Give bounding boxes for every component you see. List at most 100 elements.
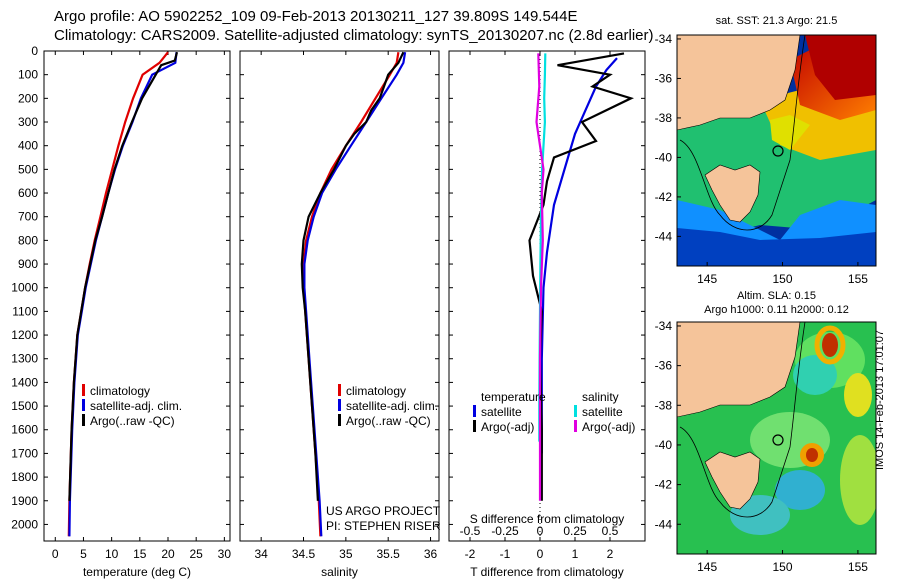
x-tick-label: 20: [161, 547, 175, 561]
difference-profile-frame: [448, 50, 646, 542]
map-y-tick-label: -38: [655, 398, 673, 412]
map-x-tick-label: 150: [773, 272, 793, 286]
legend-title-salinity: salinity: [582, 390, 619, 404]
legend-label: Argo(..raw -QC): [346, 414, 431, 428]
x-tick-label: 15: [133, 547, 147, 561]
s-diff-tick-label: 0.25: [563, 524, 587, 538]
map-title-line2: Argo h1000: 0.11 h2000: 0.12: [704, 304, 849, 316]
x-tick-label: 34.5: [292, 547, 316, 561]
legend-swatch: [82, 384, 85, 396]
legend-title-temperature: temperature: [481, 390, 546, 404]
depth-tick-label: 900: [18, 257, 38, 271]
legend-swatch: [473, 405, 476, 417]
x-tick-label: 1: [572, 547, 579, 561]
difference-profile: -2 -1 0 1 2 T difference from climatology -0.5…: [448, 50, 646, 579]
sst-argo-marker: [772, 145, 784, 157]
map-x-tick-label: 155: [848, 560, 868, 574]
depth-tick-label: 1400: [11, 375, 38, 389]
legend-swatch: [574, 405, 577, 417]
figure-title-line1: Argo profile: AO 5902252_109 09-Feb-2013…: [54, 8, 578, 25]
x-tick-label: -1: [500, 547, 511, 561]
map-title-line1: Altim. SLA: 0.15: [737, 290, 816, 302]
map-title: sat. SST: 21.3 Argo: 21.5: [716, 15, 838, 27]
depth-tick-label: 1800: [11, 470, 38, 484]
series-line-s-argo-adj-: [535, 53, 545, 501]
series-line-argo-raw-qc-: [300, 51, 405, 501]
map-y-tick-label: -38: [655, 111, 673, 125]
series-line-argo-raw-qc-: [68, 51, 179, 501]
depth-tick-label: 1700: [11, 446, 38, 460]
map-y-tick-label: -36: [655, 359, 673, 373]
depth-tick-label: 1100: [12, 304, 38, 318]
map-x-tick-label: 145: [697, 272, 717, 286]
temperature-profile-frame: [43, 50, 231, 542]
legend-label: climatology: [90, 384, 150, 398]
s-diff-tick-label: 0.5: [602, 524, 619, 538]
map-x-tick-label: 155: [848, 272, 868, 286]
depth-tick-label: 400: [18, 139, 38, 153]
depth-tick-label: 1200: [11, 328, 38, 342]
depth-tick-label: 1000: [11, 281, 38, 295]
sst-map: [676, 34, 877, 267]
depth-tick-label: 1600: [11, 423, 38, 437]
map-y-tick-label: -40: [655, 438, 673, 452]
sla-map-axes: 145 150 155 -34 -36 -38 -40 -42 -44 Altim. SLA: 0…: [655, 290, 869, 574]
legend-swatch: [473, 420, 476, 432]
legend-swatch: [338, 384, 341, 396]
salinity-profile: 34 34.5 35 35.5 36 salinity: [239, 50, 440, 579]
map-y-tick-label: -34: [655, 32, 673, 46]
depth-tick-label: 300: [18, 115, 38, 129]
legend-label: satellite: [481, 405, 522, 419]
depth-tick-label: 500: [18, 162, 38, 176]
x-tick-label: 36: [424, 547, 438, 561]
x-tick-label: 10: [105, 547, 119, 561]
legend-label: climatology: [346, 384, 406, 398]
legend-label: satellite-adj. clim.: [90, 399, 182, 413]
s-diff-tick-label: -0.25: [491, 524, 519, 538]
depth-tick-label: 200: [18, 91, 38, 105]
map-y-tick-label: -42: [655, 478, 673, 492]
depth-tick-label: 600: [18, 186, 38, 200]
s-diff-tick-label: -0.5: [460, 524, 481, 538]
depth-tick-label: 0: [31, 44, 38, 58]
sst-map-axes: 145 150 155 -34 -36 -38 -40 -42 -44 sat. SST: 21.…: [655, 15, 869, 286]
map-x-tick-label: 145: [697, 560, 717, 574]
salinity-profile-frame: [239, 50, 440, 542]
x-axis-label: T difference from climatology: [470, 565, 624, 579]
depth-tick-label: 100: [18, 68, 38, 82]
x-tick-label: 34: [254, 547, 268, 561]
x-tick-label: 5: [80, 547, 87, 561]
legend-swatch: [338, 414, 341, 426]
legend-label: Argo(..raw -QC): [90, 414, 175, 428]
x-tick-label: 35.5: [377, 547, 401, 561]
depth-tick-label: 1300: [11, 352, 38, 366]
sla-argo-marker: [772, 434, 784, 446]
x-tick-label: -2: [465, 547, 476, 561]
depth-tick-label: 800: [18, 233, 38, 247]
project-pi: PI: STEPHEN RISER: [326, 519, 441, 533]
difference-legend: temperature salinitysatelliteArgo(-adj)sa…: [473, 390, 635, 434]
depth-tick-label: 1500: [11, 399, 38, 413]
temperature-profile: 0100200300400500600700800900100011001200…: [11, 44, 231, 579]
map-y-tick-label: -40: [655, 150, 673, 164]
legend-swatch: [574, 420, 577, 432]
map-y-tick-label: -36: [655, 71, 673, 85]
x-tick-label: 0: [52, 547, 59, 561]
legend-swatch: [338, 399, 341, 411]
map-y-tick-label: -44: [655, 517, 673, 531]
figure-title-line2: Climatology: CARS2009. Satellite-adjuste…: [54, 27, 654, 44]
map-y-tick-label: -44: [655, 229, 673, 243]
x-tick-label: 30: [218, 547, 232, 561]
legend-label: Argo(-adj): [481, 420, 534, 434]
legend-label: Argo(-adj): [582, 420, 635, 434]
map-x-tick-label: 150: [773, 560, 793, 574]
project-name: US ARGO PROJECT: [326, 504, 441, 518]
map-y-tick-label: -42: [655, 190, 673, 204]
legend-label: satellite: [582, 405, 623, 419]
legend-label: satellite-adj. clim.: [346, 399, 438, 413]
x-tick-label: 0: [537, 547, 544, 561]
map-y-tick-label: -34: [655, 319, 673, 333]
